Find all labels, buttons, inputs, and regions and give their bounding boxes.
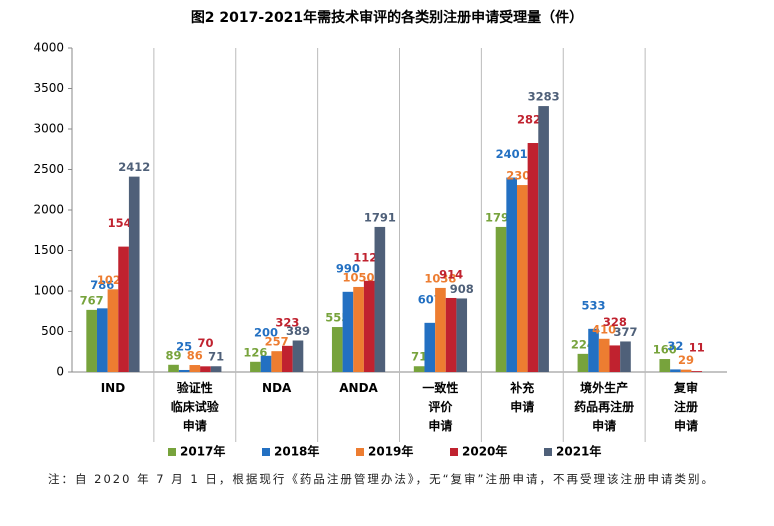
bar — [200, 366, 211, 372]
value-label: 323 — [275, 315, 299, 329]
legend-label: 2017年 — [180, 444, 225, 459]
x-tick-label: IND — [101, 381, 126, 395]
bar — [168, 364, 179, 372]
bar — [527, 143, 539, 372]
bar — [178, 369, 190, 372]
bar — [128, 176, 140, 372]
value-label: 990 — [336, 261, 360, 275]
value-label: 160 — [653, 343, 677, 357]
bar — [260, 355, 272, 372]
legend-swatch — [450, 448, 458, 456]
bar — [210, 366, 222, 372]
bar — [588, 328, 599, 372]
y-tick-label: 4000 — [33, 41, 64, 55]
bar — [331, 327, 343, 372]
legend-swatch — [262, 448, 270, 456]
y-tick-label: 3000 — [33, 122, 64, 136]
x-tick-label: 验证性临床试验申请 — [171, 380, 220, 433]
x-tick-label: 补充申请 — [509, 380, 534, 414]
legend-swatch — [544, 448, 552, 456]
bar — [659, 359, 671, 372]
legend-label: 2018年 — [274, 444, 319, 459]
value-label: 2401 — [496, 147, 528, 161]
y-tick-label: 0 — [56, 365, 64, 379]
x-tick-label: 境外生产药品再注册申请 — [574, 380, 634, 433]
y-tick-label: 1000 — [33, 284, 64, 298]
value-label: 32 — [667, 339, 683, 353]
y-tick-label: 3500 — [33, 81, 64, 95]
value-label: 533 — [582, 298, 606, 312]
value-label: 1791 — [364, 210, 396, 224]
bar — [96, 308, 108, 372]
value-label: 70 — [197, 336, 213, 350]
value-label: 257 — [265, 335, 289, 349]
value-label: 3283 — [528, 90, 560, 104]
bar — [516, 185, 528, 372]
value-label: 1038 — [424, 271, 456, 285]
chart-title: 图2 2017-2021年需技术审评的各类别注册申请受理量（件） — [191, 9, 583, 26]
value-label: 71 — [411, 350, 427, 364]
bar — [353, 286, 364, 372]
x-tick-label: 一致性评价申请 — [422, 380, 458, 433]
bar — [609, 345, 621, 372]
bar — [445, 297, 457, 372]
bar — [107, 289, 119, 372]
bar — [680, 369, 692, 372]
bar — [506, 177, 517, 372]
value-label: 2412 — [118, 160, 150, 174]
bar — [456, 298, 468, 372]
bar — [342, 291, 354, 372]
legend-swatch — [168, 448, 176, 456]
bar — [598, 338, 610, 372]
bar — [189, 365, 201, 372]
value-label: 25 — [176, 339, 192, 353]
value-label: 86 — [187, 349, 203, 363]
y-tick-label: 2500 — [33, 162, 64, 176]
value-label: 89 — [166, 348, 182, 362]
legend-label: 2021年 — [556, 444, 601, 459]
legend-label: 2019年 — [368, 444, 413, 459]
value-label: 389 — [286, 324, 310, 338]
bar — [577, 353, 589, 372]
bar — [292, 340, 304, 372]
legend-swatch — [356, 448, 364, 456]
value-label: 126 — [243, 345, 267, 359]
bar — [118, 246, 129, 372]
y-tick-label: 2000 — [33, 203, 64, 217]
bar — [424, 322, 436, 372]
value-label: 908 — [450, 282, 474, 296]
bar — [538, 106, 549, 373]
y-tick-label: 1500 — [33, 243, 64, 257]
bar — [620, 341, 631, 372]
chart: 图2 2017-2021年需技术审评的各类别注册申请受理量（件） 0 500 100… — [33, 9, 727, 459]
bar — [495, 226, 507, 372]
value-label: 71 — [208, 350, 224, 364]
value-label: 29 — [678, 353, 694, 367]
bar — [435, 287, 446, 372]
value-label: 767 — [80, 293, 104, 307]
bar — [413, 366, 425, 372]
bar — [374, 226, 386, 372]
y-tick-label: 500 — [41, 324, 64, 338]
bar — [691, 371, 703, 372]
value-label: 11 — [689, 341, 705, 355]
bar — [670, 369, 681, 372]
bar — [282, 345, 293, 372]
value-label: 377 — [613, 325, 637, 339]
x-tick-label: ANDA — [339, 381, 378, 395]
value-label: 410 — [592, 322, 616, 336]
value-label: 328 — [603, 315, 627, 329]
x-tick-label: NDA — [262, 381, 292, 395]
bar — [271, 351, 283, 372]
legend-label: 2020年 — [462, 444, 507, 459]
value-label: 786 — [90, 278, 114, 292]
value-label: 914 — [439, 267, 463, 281]
bar — [86, 309, 97, 372]
value-label: 200 — [254, 325, 278, 339]
bar — [250, 361, 261, 372]
note: 注：自 2020 年 7 月 1 日，根据现行《药品注册管理办法》，无“复审”注… — [48, 472, 715, 486]
bar — [363, 280, 375, 372]
x-tick-label: 复审注册申请 — [673, 380, 698, 433]
